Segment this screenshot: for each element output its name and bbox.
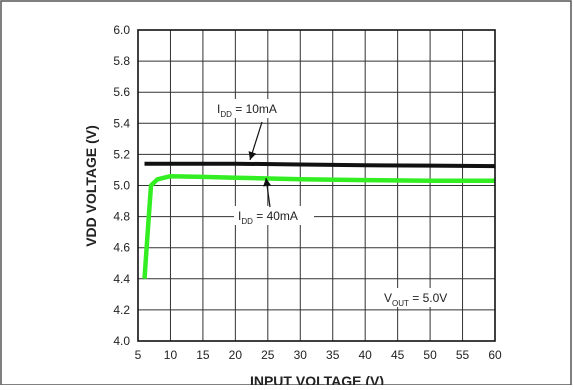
x-axis-label: INPUT VOLTAGE (V) [250, 373, 384, 385]
x-tick-label: 40 [359, 348, 373, 362]
x-tick-label: 10 [164, 348, 178, 362]
y-tick-labels: 4.0 4.2 4.4 4.6 4.8 5.0 5.2 5.4 5.6 5.8 6.0 [113, 23, 130, 348]
y-tick-label: 5.2 [113, 147, 130, 161]
annotation-idd-10ma-bg [213, 99, 293, 118]
y-tick-label: 6.0 [113, 23, 130, 37]
series-layer [142, 161, 496, 279]
y-tick-label: 4.8 [113, 210, 130, 224]
y-tick-label: 4.2 [113, 303, 130, 317]
y-tick-label: 4.4 [113, 272, 130, 286]
series-line-1 [144, 161, 496, 169]
y-tick-label: 4.0 [113, 334, 130, 348]
annotation-idd-10ma: IDD = 10mA [217, 102, 277, 119]
x-tick-label: 55 [456, 348, 470, 362]
annotation-rest-text: = 10mA [232, 102, 277, 116]
x-tick-label: 30 [294, 348, 308, 362]
annotation-vout-bg [380, 288, 462, 307]
annotation-idd-40ma: IDD = 40mA [238, 209, 298, 226]
annotation-subscript: DD [220, 110, 232, 119]
annotation-subscript: DD [241, 217, 253, 226]
y-tick-label: 5.0 [113, 179, 130, 193]
x-tick-label: 45 [391, 348, 405, 362]
y-tick-label: 5.6 [113, 85, 130, 99]
y-axis-label: VDD VOLTAGE (V) [83, 125, 99, 247]
annotation-idd-40ma-bg [234, 206, 314, 225]
annotation-main-text: I [238, 209, 241, 223]
y-tick-label: 5.4 [113, 116, 130, 130]
x-tick-label: 20 [229, 348, 243, 362]
annotation-rest-text: = 5.0V [409, 291, 447, 305]
series-line-2 [142, 173, 495, 279]
x-tick-label: 35 [326, 348, 340, 362]
annotation-vout: VOUT = 5.0V [384, 291, 447, 308]
annotation-arrowhead [248, 151, 257, 160]
annotation-main-text: V [384, 291, 392, 305]
x-tick-label: 25 [261, 348, 275, 362]
annotation-rest-text: = 40mA [253, 209, 298, 223]
y-tick-label: 5.8 [113, 54, 130, 68]
x-tick-label: 15 [196, 348, 210, 362]
annotation-subscript: OUT [392, 299, 409, 308]
plot-border [137, 29, 496, 342]
annotation-main-text: I [217, 102, 220, 116]
annotation-arrowhead [263, 178, 272, 187]
y-tick-label: 4.6 [113, 241, 130, 255]
x-tick-label: 5 [135, 348, 142, 362]
x-tick-label: 50 [423, 348, 437, 362]
x-tick-label: 60 [488, 348, 502, 362]
x-tick-labels: 5 10 15 20 25 30 35 40 45 50 55 60 [135, 348, 502, 362]
